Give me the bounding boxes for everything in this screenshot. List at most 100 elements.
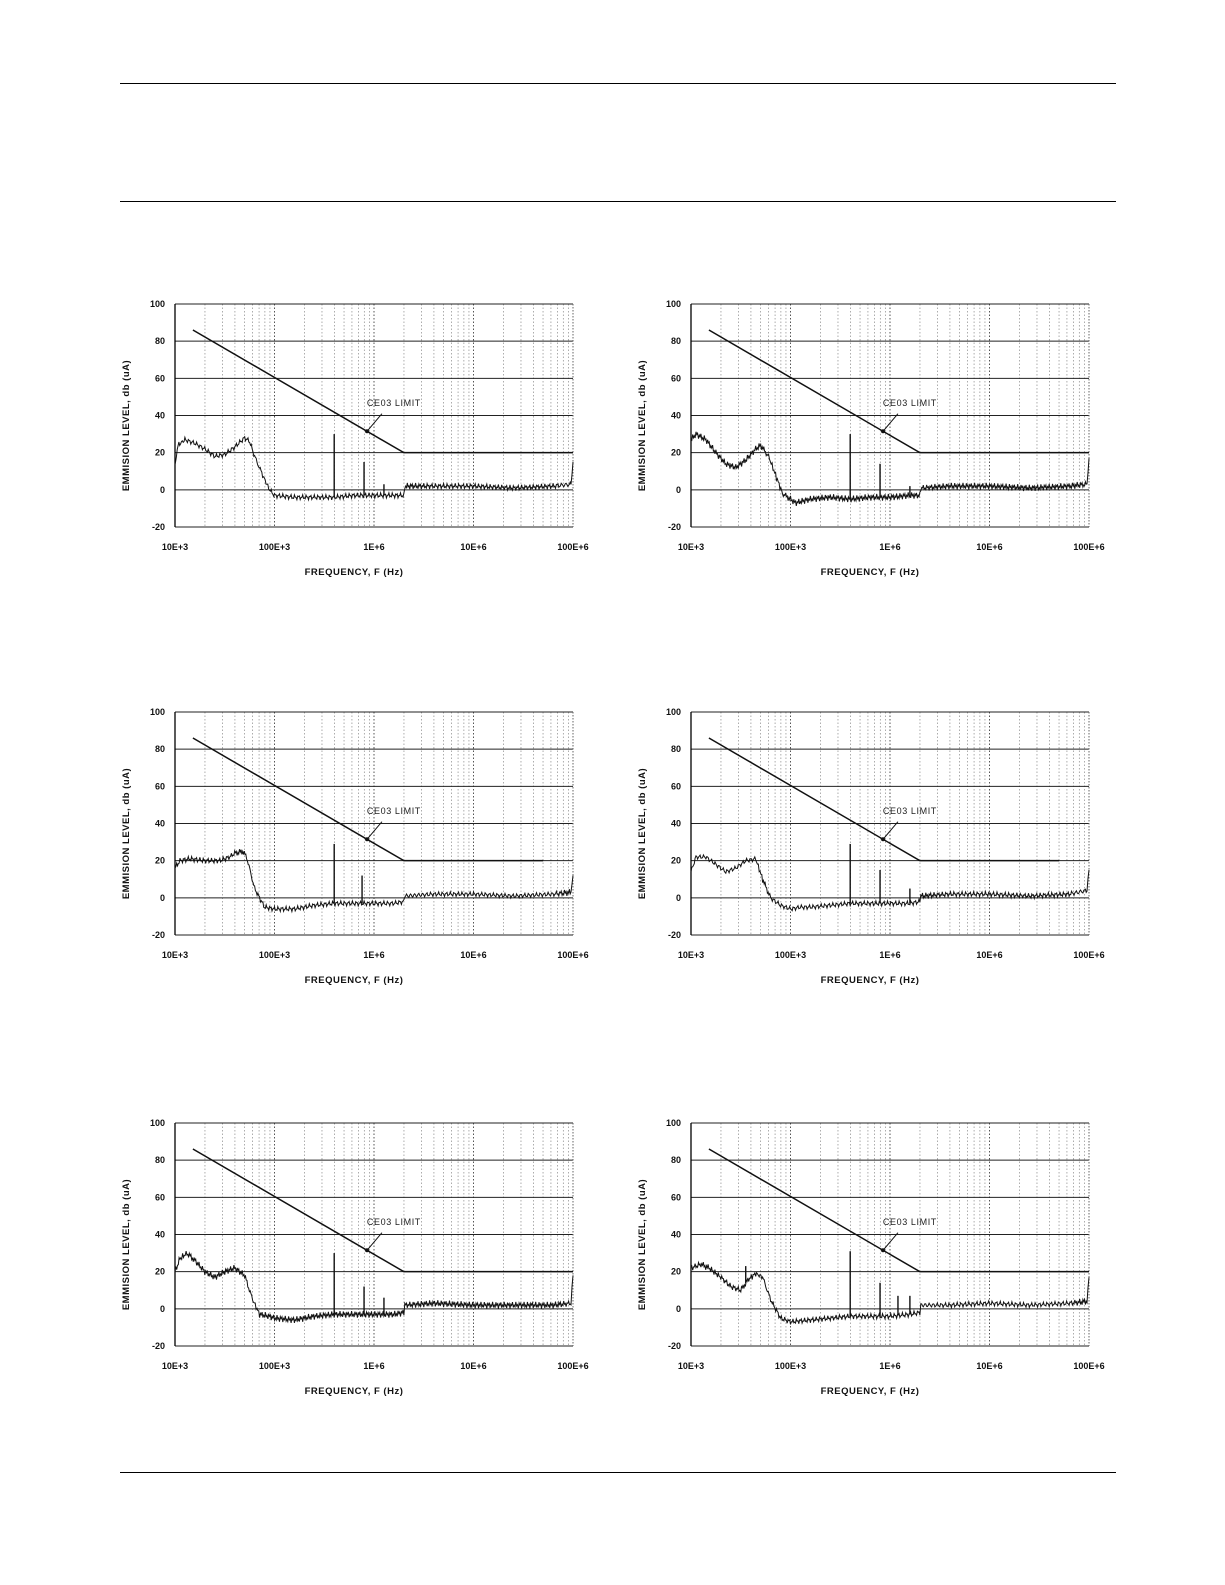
y-tick-label: 60 xyxy=(155,373,165,383)
annotation-arrow xyxy=(882,413,899,432)
x-tick-label: 1E+6 xyxy=(879,542,900,552)
x-tick-label: 100E+3 xyxy=(259,950,290,960)
y-tick-label: 20 xyxy=(155,1267,165,1277)
x-tick-label: 10E+6 xyxy=(460,542,486,552)
y-tick-label: 100 xyxy=(666,707,681,717)
annotation-arrowhead xyxy=(881,837,886,842)
ce03-limit-line xyxy=(192,737,544,862)
y-tick-label: 20 xyxy=(155,856,165,866)
annotation-arrowhead xyxy=(881,429,886,434)
x-axis-title: FREQUENCY, F (Hz) xyxy=(821,567,920,578)
y-tick-label: 100 xyxy=(150,1118,165,1128)
x-tick-label: 100E+3 xyxy=(259,542,290,552)
annotation-arrow xyxy=(366,821,383,840)
x-tick-label: 100E+3 xyxy=(259,1361,290,1371)
y-axis-title: EMMISION LEVEL, db (uA) xyxy=(121,768,132,899)
x-tick-label: 100E+6 xyxy=(1073,950,1104,960)
emission-trace xyxy=(174,849,574,914)
x-tick-label: 10E+6 xyxy=(460,1361,486,1371)
annotation-arrowhead xyxy=(365,1248,370,1253)
x-axis-title: FREQUENCY, F (Hz) xyxy=(305,975,404,986)
ce03-limit-line xyxy=(192,329,573,454)
x-tick-label: 100E+6 xyxy=(1073,1361,1104,1371)
y-axis-title: EMMISION LEVEL, db (uA) xyxy=(121,1179,132,1310)
emission-chart-4: 100 80 60 40 20 0 -20 10E+3 100E+3 1E+6 10E+6 100E+… xyxy=(626,698,1126,998)
x-tick-label: 10E+6 xyxy=(976,542,1002,552)
x-tick-label: 100E+3 xyxy=(775,1361,806,1371)
x-tick-label: 10E+6 xyxy=(976,1361,1002,1371)
x-tick-label: 1E+6 xyxy=(879,1361,900,1371)
y-tick-label: -20 xyxy=(668,930,681,940)
y-tick-label: 0 xyxy=(160,893,165,903)
ce03-limit-label: CE03 LIMIT xyxy=(367,806,421,816)
y-tick-label: 0 xyxy=(676,485,681,495)
x-tick-label: 10E+3 xyxy=(162,1361,188,1371)
x-tick-label: 100E+6 xyxy=(1073,542,1104,552)
x-tick-label: 1E+6 xyxy=(363,1361,384,1371)
ce03-limit-label: CE03 LIMIT xyxy=(367,1217,421,1227)
x-tick-label: 1E+6 xyxy=(363,542,384,552)
y-tick-label: 60 xyxy=(671,1192,681,1202)
emission-trace xyxy=(690,1260,1090,1325)
emission-chart-1: 100 80 60 40 20 0 -20 10E+3 100E+3 1E+6 10E+6 100E+… xyxy=(110,290,610,590)
y-tick-label: 40 xyxy=(671,819,681,829)
y-tick-label: 0 xyxy=(160,485,165,495)
emission-chart-6: 100 80 60 40 20 0 -20 10E+3 100E+3 1E+6 10E+6 100E+… xyxy=(626,1109,1126,1409)
ce03-limit-label: CE03 LIMIT xyxy=(883,1217,937,1227)
y-tick-label: 0 xyxy=(676,1304,681,1314)
emission-trace xyxy=(690,853,1090,912)
y-tick-label: 40 xyxy=(155,1230,165,1240)
y-tick-label: 100 xyxy=(666,1118,681,1128)
y-axis-title: EMMISION LEVEL, db (uA) xyxy=(637,1179,648,1310)
y-tick-label: 80 xyxy=(155,744,165,754)
footer-rule xyxy=(120,1472,1116,1473)
x-axis-title: FREQUENCY, F (Hz) xyxy=(821,975,920,986)
x-tick-label: 10E+3 xyxy=(162,542,188,552)
ce03-limit-line xyxy=(192,1148,573,1273)
header-rule-top xyxy=(120,83,1116,84)
emission-trace xyxy=(690,431,1090,506)
ce03-limit-line xyxy=(708,1148,1089,1273)
emission-trace xyxy=(174,1250,574,1324)
y-axis-title: EMMISION LEVEL, db (uA) xyxy=(637,360,648,491)
y-axis-title: EMMISION LEVEL, db (uA) xyxy=(121,360,132,491)
ce03-limit-label: CE03 LIMIT xyxy=(883,806,937,816)
header-rule-bottom xyxy=(120,201,1116,202)
x-tick-label: 100E+6 xyxy=(557,950,588,960)
y-tick-label: 80 xyxy=(671,336,681,346)
x-tick-label: 100E+3 xyxy=(775,542,806,552)
emission-trace xyxy=(174,435,574,502)
emission-chart-5: 100 80 60 40 20 0 -20 10E+3 100E+3 1E+6 10E+6 100E+… xyxy=(110,1109,610,1409)
y-tick-label: -20 xyxy=(668,522,681,532)
annotation-arrow xyxy=(366,1232,383,1251)
y-tick-label: -20 xyxy=(668,1341,681,1351)
y-tick-label: -20 xyxy=(152,930,165,940)
y-tick-label: 100 xyxy=(150,299,165,309)
x-tick-label: 10E+3 xyxy=(162,950,188,960)
annotation-arrowhead xyxy=(365,429,370,434)
y-tick-label: 60 xyxy=(671,373,681,383)
x-tick-label: 10E+6 xyxy=(976,950,1002,960)
x-tick-label: 100E+3 xyxy=(775,950,806,960)
x-tick-label: 10E+3 xyxy=(678,542,704,552)
y-tick-label: 40 xyxy=(671,411,681,421)
x-tick-label: 10E+3 xyxy=(678,950,704,960)
x-tick-label: 1E+6 xyxy=(879,950,900,960)
x-tick-label: 100E+6 xyxy=(557,1361,588,1371)
x-tick-label: 1E+6 xyxy=(363,950,384,960)
y-tick-label: 60 xyxy=(155,781,165,791)
y-tick-label: -20 xyxy=(152,1341,165,1351)
ce03-limit-label: CE03 LIMIT xyxy=(367,398,421,408)
y-tick-label: 40 xyxy=(155,411,165,421)
y-tick-label: 0 xyxy=(676,893,681,903)
x-tick-label: 10E+6 xyxy=(460,950,486,960)
y-axis-title: EMMISION LEVEL, db (uA) xyxy=(637,768,648,899)
ce03-limit-line xyxy=(708,737,1060,862)
ce03-limit-label: CE03 LIMIT xyxy=(883,398,937,408)
annotation-arrowhead xyxy=(881,1248,886,1253)
y-tick-label: 80 xyxy=(155,1155,165,1165)
emission-chart-3: 100 80 60 40 20 0 -20 10E+3 100E+3 1E+6 10E+6 100E+… xyxy=(110,698,610,998)
y-tick-label: 80 xyxy=(671,744,681,754)
y-tick-label: 20 xyxy=(671,448,681,458)
y-tick-label: 80 xyxy=(155,336,165,346)
